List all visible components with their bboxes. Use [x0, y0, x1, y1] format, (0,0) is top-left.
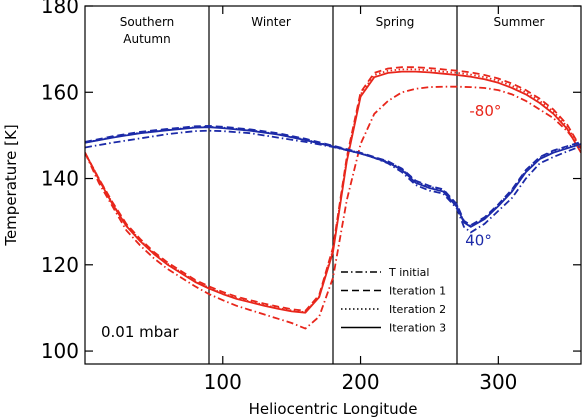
legend-label: Iteration 1 — [389, 285, 446, 298]
series-line-group1-dashdot — [85, 85, 581, 330]
y-tick-label: 100 — [41, 339, 79, 363]
x-axis-title: Heliocentric Longitude — [249, 400, 418, 418]
series-line-group2-dashdot — [85, 129, 581, 234]
y-tick-label: 180 — [41, 0, 79, 18]
series-group-label-2: 40° — [465, 231, 492, 249]
season-label-2: Winter — [251, 15, 291, 29]
legend-label: Iteration 2 — [389, 303, 446, 316]
x-tick-label: 300 — [479, 370, 517, 394]
pressure-annotation: 0.01 mbar — [101, 323, 179, 341]
series-line-group1-solid — [85, 70, 581, 314]
season-labels: Southern Autumn Winter Spring Summer — [120, 15, 545, 46]
series-group-label-1: -80° — [469, 102, 501, 120]
y-tick-label: 160 — [41, 80, 79, 104]
season-label-4: Summer — [494, 15, 545, 29]
season-label-1: Southern — [120, 15, 175, 29]
axis-ticks: 100 200 300 100 120 140 160 180 — [41, 0, 581, 394]
y-tick-label: 120 — [41, 253, 79, 277]
y-tick-label: 140 — [41, 167, 79, 191]
legend-label: T initial — [388, 266, 429, 279]
x-tick-label: 100 — [204, 370, 242, 394]
legend-label: Iteration 3 — [389, 322, 446, 335]
series-line-group2-dashed — [85, 125, 581, 226]
series-group-labels: -80° 40° — [465, 102, 501, 249]
series-layer — [85, 66, 581, 330]
y-axis-title: Temperature [K] — [2, 124, 20, 246]
plot-frame — [84, 5, 582, 365]
season-label-3: Spring — [376, 15, 415, 29]
season-label-1: Autumn — [123, 32, 170, 46]
series-line-group2-solid — [85, 126, 581, 228]
legend: T initial Iteration 1 Iteration 2 Iteration… — [341, 266, 446, 335]
x-tick-label: 200 — [341, 370, 379, 394]
season-dividers — [208, 6, 458, 364]
